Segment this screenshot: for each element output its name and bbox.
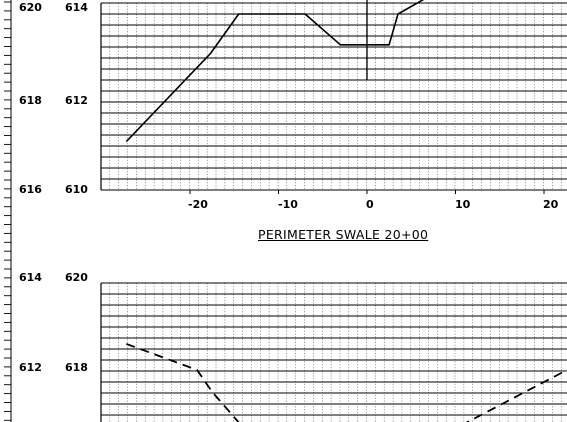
upper-section-grid [100,2,567,194]
left-scale-label-618: 618 [19,94,42,107]
section-caption: PERIMETER SWALE 20+00 [258,227,429,242]
upper-elevation-label-614: 614 [65,1,88,14]
upper-elevation-label-610: 610 [65,183,88,196]
left-scale-label-620: 620 [19,1,42,14]
x-tick-label-minus-10: -10 [278,198,298,211]
left-scale-label-614: 614 [19,271,42,284]
left-scale-label-612: 612 [19,361,42,374]
lower-elevation-label-618: 618 [65,361,88,374]
x-tick-label-0: 0 [366,198,374,211]
upper-profile-line [125,0,425,143]
left-elevation-scale [4,0,12,422]
lower-section-grid [100,282,567,422]
x-tick-label-minus-20: -20 [188,198,208,211]
upper-elevation-label-612: 612 [65,94,88,107]
lower-profile-line [125,343,567,422]
x-tick-label-10: 10 [455,198,471,211]
lower-ground-profile [125,343,567,422]
lower-elevation-label-620: 620 [65,271,88,284]
left-scale-label-616: 616 [19,183,42,196]
upper-ground-profile [125,0,425,143]
x-tick-label-20: 20 [543,198,559,211]
